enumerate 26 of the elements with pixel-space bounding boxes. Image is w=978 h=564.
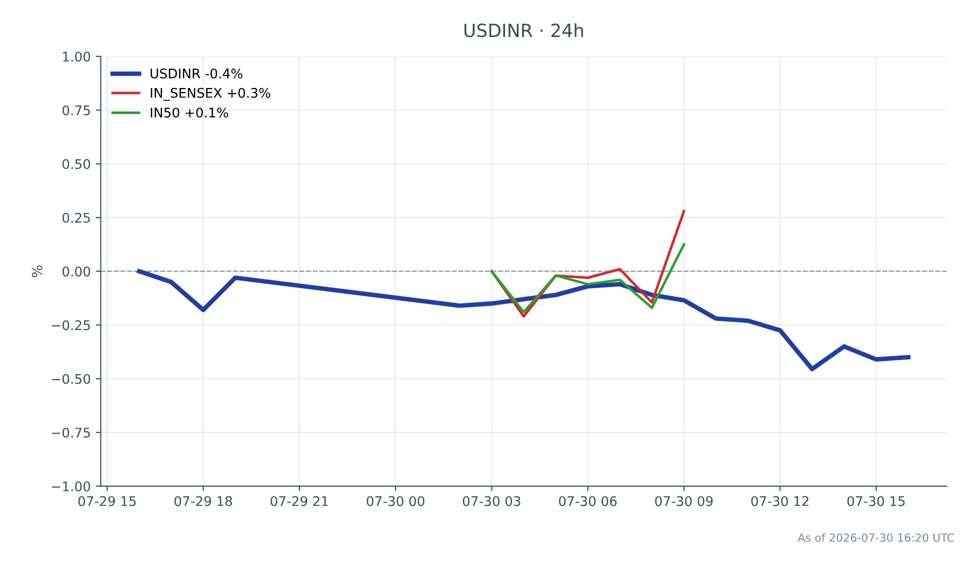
y-axis-title: % bbox=[32, 265, 42, 278]
legend-label: USDINR -0.4% bbox=[150, 68, 242, 78]
x-tick-label: 07-29 18 bbox=[174, 496, 232, 506]
x-tick-label: 07-30 00 bbox=[366, 496, 424, 506]
x-tick-label: 07-29 15 bbox=[78, 496, 136, 506]
y-tick-label: −1.00 bbox=[52, 481, 90, 492]
line-series bbox=[136, 269, 910, 372]
line-series bbox=[490, 243, 686, 314]
y-tick-label: 0.25 bbox=[62, 212, 90, 223]
y-tick-label: −0.50 bbox=[52, 374, 90, 384]
x-tick-label: 07-30 09 bbox=[655, 496, 713, 506]
y-tick-label: 0.75 bbox=[62, 105, 90, 116]
x-tick-label: 07-30 03 bbox=[462, 496, 520, 506]
text: As of 2026-07-30 16:20 UTC bbox=[798, 533, 954, 542]
x-tick-label: 07-29 21 bbox=[270, 496, 328, 506]
x-tick-label: 07-30 15 bbox=[847, 496, 905, 506]
y-tick-label: 0.50 bbox=[62, 159, 90, 170]
y-tick-label: 0.00 bbox=[62, 266, 90, 276]
x-tick-label: 07-30 06 bbox=[559, 496, 617, 506]
y-tick-label: −0.75 bbox=[52, 428, 90, 438]
legend-label: IN_SENSEX +0.3% bbox=[150, 88, 270, 101]
y-tick-label: −0.25 bbox=[52, 320, 90, 330]
chart-title: USDINR · 24h bbox=[464, 23, 583, 38]
x-tick-label: 07-30 12 bbox=[751, 496, 808, 506]
legend-label: IN50 +0.1% bbox=[150, 108, 228, 118]
y-tick-label: 1.00 bbox=[63, 52, 90, 62]
